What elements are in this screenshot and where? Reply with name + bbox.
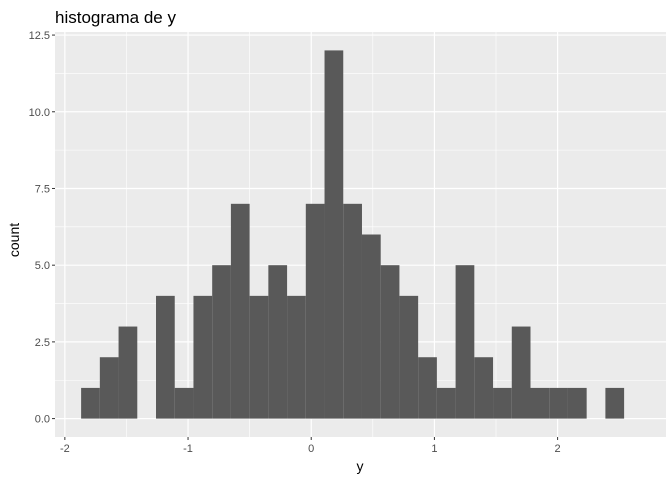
histogram-bar xyxy=(474,357,494,419)
histogram-bar xyxy=(530,387,550,419)
x-axis-ticks: -2 -1 0 1 2 xyxy=(60,437,561,455)
histogram-bar xyxy=(118,326,138,419)
x-axis-title: y xyxy=(357,458,364,474)
y-tick-label: 0.0 xyxy=(35,414,50,426)
histogram-bar xyxy=(287,295,306,419)
histogram-bar xyxy=(380,265,400,419)
histogram-bar xyxy=(249,295,269,419)
histogram-bar xyxy=(230,203,250,419)
x-tick-label: 0 xyxy=(308,443,314,455)
histogram-bar xyxy=(549,387,568,419)
histogram-bar xyxy=(324,50,344,419)
histogram-bars xyxy=(81,50,625,419)
y-axis-ticks: 0.0 2.5 5.0 7.5 10.0 12.5 xyxy=(29,30,55,426)
histogram-bar xyxy=(268,265,288,419)
histogram-bar xyxy=(81,387,100,419)
histogram-bar xyxy=(493,387,512,419)
histogram-bar xyxy=(399,295,419,419)
x-tick-label: 1 xyxy=(431,443,437,455)
histogram-bar xyxy=(567,387,587,419)
y-tick-label: 10.0 xyxy=(29,107,50,119)
histogram-bar xyxy=(361,234,381,419)
histogram-bar xyxy=(511,326,531,419)
histogram-bar xyxy=(305,203,325,419)
histogram-bar xyxy=(174,387,194,419)
histogram-bar xyxy=(193,295,213,419)
histogram-bar xyxy=(455,265,475,419)
histogram-bar xyxy=(156,295,175,419)
x-tick-label: -2 xyxy=(60,443,70,455)
histogram-bar xyxy=(418,357,437,419)
y-tick-label: 2.5 xyxy=(35,337,50,349)
histogram-bar xyxy=(436,387,456,419)
y-axis-title: count xyxy=(6,223,22,257)
histogram-bar xyxy=(99,357,119,419)
histogram-bar xyxy=(212,265,231,419)
chart-title: histograma de y xyxy=(55,8,176,27)
y-tick-label: 7.5 xyxy=(35,183,50,195)
y-tick-label: 12.5 xyxy=(29,30,50,42)
x-tick-label: -1 xyxy=(183,443,193,455)
x-tick-label: 2 xyxy=(555,443,561,455)
histogram-bar xyxy=(605,387,625,419)
histogram-bar xyxy=(343,203,362,419)
y-tick-label: 5.0 xyxy=(35,260,50,272)
